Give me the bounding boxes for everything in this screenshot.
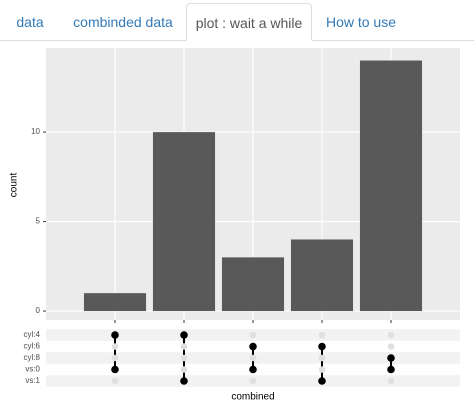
y-tick-label: 10 [31,127,40,136]
matrix-dot [387,365,395,374]
tab[interactable]: data [16,14,44,30]
bar [152,132,216,312]
matrix-dot [180,366,188,373]
matrix-dot [249,354,257,362]
y-tick-label: 5 [36,217,41,226]
matrix-dot [318,354,326,362]
matrix-dot [180,354,188,362]
matrix-dot [180,331,188,339]
y-tick-label: 0 [36,306,41,315]
matrix-dot [318,342,326,351]
matrix-dot [318,377,326,385]
matrix-dot [180,377,188,385]
matrix-dot [318,331,326,339]
matrix-dot [387,343,395,350]
matrix-dot [111,377,119,385]
bar [359,60,423,312]
matrix-dot [318,366,326,373]
matrix-dot [249,377,257,385]
matrix-dot [249,365,257,374]
bar [221,257,285,312]
matrix-dot [111,365,119,374]
tab[interactable]: How to use [325,14,397,30]
matrix-dot [387,331,395,339]
matrix-dot [249,342,257,351]
tab-bar: data combinded data plot : wait a while … [0,0,474,41]
matrix-dot [180,343,188,350]
set-label: cyl:4 [24,330,41,339]
set-label: vs:1 [25,376,40,385]
matrix-dot [387,377,395,385]
tab[interactable]: combinded data [73,14,173,30]
bar [83,293,147,312]
set-label: cyl:8 [24,353,41,362]
bar [290,239,354,312]
set-label: cyl:6 [24,342,41,351]
x-axis-title: combined [231,392,274,403]
tab[interactable]: plot : wait a while [186,3,312,41]
set-label: vs:0 [25,365,40,374]
y-axis-title: count [9,173,20,198]
matrix-dot [249,331,257,339]
matrix-dot [111,331,119,339]
matrix-dot [111,354,119,362]
matrix-dot [111,343,119,350]
matrix-dot [387,354,395,362]
